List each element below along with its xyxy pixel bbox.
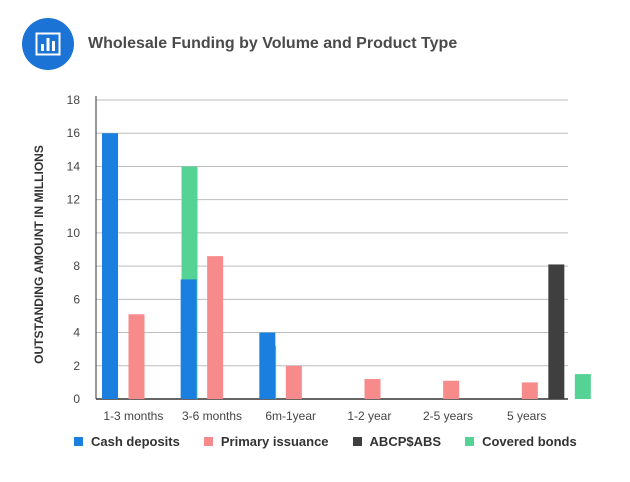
bar-primary-issuance bbox=[285, 365, 302, 399]
bar-primary-issuance bbox=[364, 379, 381, 399]
y-tick-label: 2 bbox=[73, 359, 80, 373]
y-tick-label: 8 bbox=[73, 259, 80, 273]
legend-label: ABCP$ABS bbox=[369, 434, 442, 449]
bar-cash-deposits bbox=[102, 133, 118, 399]
legend-label: Cash deposits bbox=[91, 434, 180, 449]
y-axis-label: OUTSTANDING AMOUNT IN MILLIONS bbox=[32, 145, 46, 364]
x-tick-label: 1-2 year bbox=[347, 409, 391, 423]
legend-item: Primary issuance bbox=[203, 434, 329, 449]
legend-label: Covered bonds bbox=[482, 434, 577, 449]
y-tick-label: 18 bbox=[67, 93, 81, 107]
chart-legend: Cash deposits Primary issuance ABCP$ABS Cov… bbox=[74, 434, 601, 449]
x-tick-label: 3-6 months bbox=[182, 409, 242, 423]
y-tick-label: 4 bbox=[73, 326, 80, 340]
x-tick-label: 5 years bbox=[507, 409, 546, 423]
bar-primary-issuance bbox=[128, 314, 145, 399]
bar-covered-bonds bbox=[574, 374, 591, 399]
y-tick-label: 0 bbox=[73, 392, 80, 406]
legend-swatch bbox=[203, 437, 213, 446]
legend-label: Primary issuance bbox=[220, 434, 329, 449]
y-tick-label: 16 bbox=[67, 126, 81, 140]
bar-chart-logo-icon bbox=[22, 18, 74, 70]
y-tick-label: 6 bbox=[73, 292, 80, 306]
y-tick-label: 10 bbox=[67, 226, 81, 240]
legend-item: Cash deposits bbox=[74, 434, 180, 449]
x-tick-label: 6m-1year bbox=[265, 409, 316, 423]
x-tick-label: 1-3 months bbox=[103, 409, 163, 423]
bar-primary-issuance bbox=[443, 380, 460, 399]
legend-swatch bbox=[352, 437, 362, 446]
x-tick-label: 2-5 years bbox=[423, 409, 473, 423]
bar-primary-issuance bbox=[521, 382, 538, 399]
chart-title: Wholesale Funding by Volume and Product … bbox=[88, 35, 458, 52]
legend-item: Covered bonds bbox=[465, 434, 577, 449]
bar-primary-issuance bbox=[207, 256, 224, 399]
legend-item: ABCP$ABS bbox=[352, 434, 442, 449]
legend-swatch bbox=[465, 437, 475, 446]
bar-cash-deposits bbox=[180, 279, 197, 399]
y-tick-label: 14 bbox=[67, 159, 81, 173]
chart-header: Wholesale Funding by Volume and Product … bbox=[22, 18, 457, 70]
bar-abcp-abs bbox=[548, 264, 565, 399]
legend-swatch bbox=[74, 437, 83, 446]
y-tick-label: 12 bbox=[67, 193, 81, 207]
bar-cash-deposits bbox=[259, 332, 276, 399]
